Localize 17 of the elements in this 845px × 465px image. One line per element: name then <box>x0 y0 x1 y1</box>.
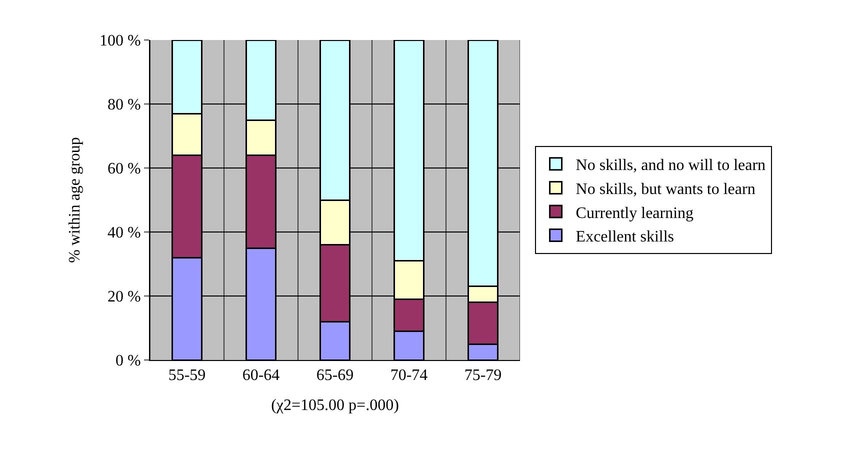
y-tick-label: 60 % <box>107 160 141 178</box>
x-axis-title: (χ2=105.00 p=.000) <box>271 396 399 414</box>
x-tick-label: 55-59 <box>168 367 206 384</box>
legend-label: Excellent skills <box>576 228 674 246</box>
y-tick-label: 40 % <box>107 224 141 242</box>
x-tick-label: 75-79 <box>464 367 502 384</box>
x-tick-label: 70-74 <box>390 367 428 384</box>
x-tick-label: 60-64 <box>242 367 280 384</box>
x-tick-label: 65-69 <box>316 367 354 384</box>
y-tick-label: 0 % <box>115 352 141 370</box>
y-tick-label: 80 % <box>107 96 141 114</box>
y-tick-label: 100 % <box>99 32 141 50</box>
legend-label: Currently learning <box>576 204 694 222</box>
y-axis-title: % within age group <box>66 137 84 263</box>
legend-label: No skills, but wants to learn <box>576 180 756 198</box>
y-tick-label: 20 % <box>107 288 141 306</box>
legend-label: No skills, and no will to learn <box>576 157 766 174</box>
